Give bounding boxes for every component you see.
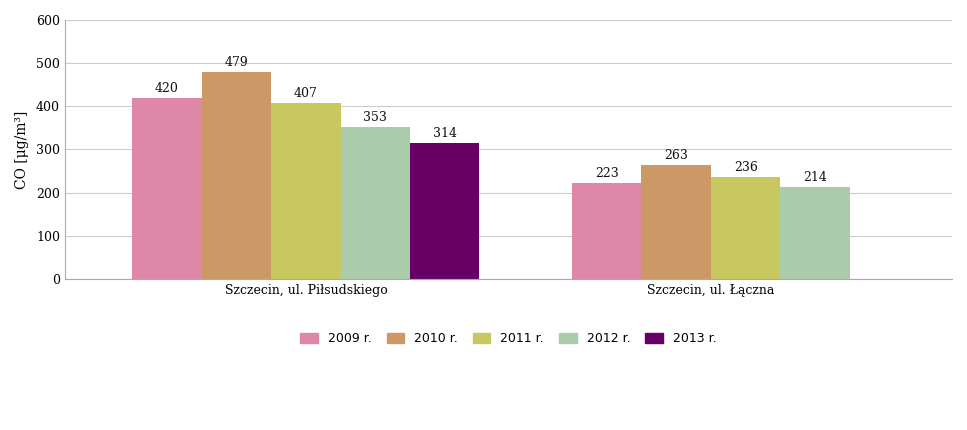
Bar — [572, 183, 641, 279]
Bar — [271, 103, 340, 279]
Bar — [202, 72, 271, 279]
Text: 479: 479 — [224, 56, 249, 69]
Bar — [711, 177, 780, 279]
Text: 353: 353 — [364, 111, 387, 123]
Text: 214: 214 — [804, 171, 827, 184]
Text: 223: 223 — [595, 167, 619, 180]
Legend: 2009 r., 2010 r., 2011 r., 2012 r., 2013 r.: 2009 r., 2010 r., 2011 r., 2012 r., 2013… — [296, 327, 721, 350]
Text: 314: 314 — [433, 127, 456, 141]
Bar — [132, 98, 202, 279]
Y-axis label: CO [μg/m³]: CO [μg/m³] — [15, 110, 29, 189]
Text: 236: 236 — [734, 161, 757, 174]
Bar — [780, 187, 850, 279]
Bar — [641, 166, 711, 279]
Text: 263: 263 — [664, 149, 689, 163]
Bar — [410, 144, 480, 279]
Text: 407: 407 — [294, 87, 318, 100]
Text: 420: 420 — [155, 82, 179, 95]
Bar — [340, 126, 410, 279]
